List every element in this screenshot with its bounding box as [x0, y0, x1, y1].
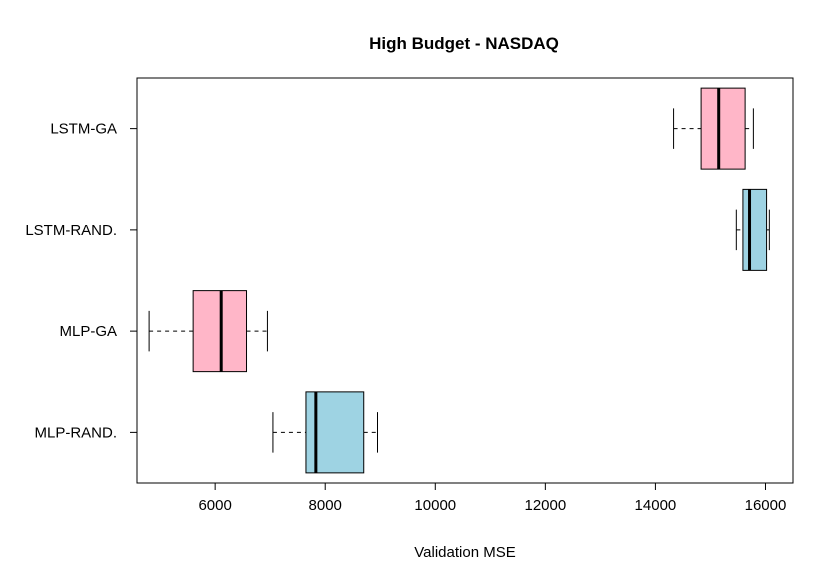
iqr-box — [700, 87, 746, 170]
y-tick-label: MLP-RAND. — [34, 424, 117, 441]
y-tick-label: LSTM-RAND. — [25, 222, 117, 239]
plot-frame — [136, 77, 794, 484]
x-axis-label: Validation MSE — [414, 544, 515, 561]
y-tick-label: LSTM-GA — [50, 121, 117, 138]
box-lstm-rand — [735, 188, 770, 271]
x-tick-label: 8000 — [309, 497, 342, 514]
box-mlp-ga — [148, 290, 268, 373]
iqr-box — [742, 188, 768, 271]
box-mlp-rand — [272, 391, 378, 474]
x-tick-label: 14000 — [635, 497, 677, 514]
boxes-group — [148, 87, 770, 474]
y-tick-label: MLP-GA — [59, 323, 117, 340]
y-axis: LSTM-GA LSTM-RAND. MLP-GA MLP-RAND. — [25, 121, 137, 441]
x-tick-label: 10000 — [414, 497, 456, 514]
x-tick-label: 12000 — [524, 497, 566, 514]
x-tick-label: 16000 — [745, 497, 787, 514]
box-lstm-ga — [673, 87, 754, 170]
chart-title: High Budget - NASDAQ — [369, 34, 559, 53]
x-axis: 6000 8000 10000 12000 14000 16000 — [198, 482, 787, 514]
x-tick-label: 6000 — [198, 497, 231, 514]
